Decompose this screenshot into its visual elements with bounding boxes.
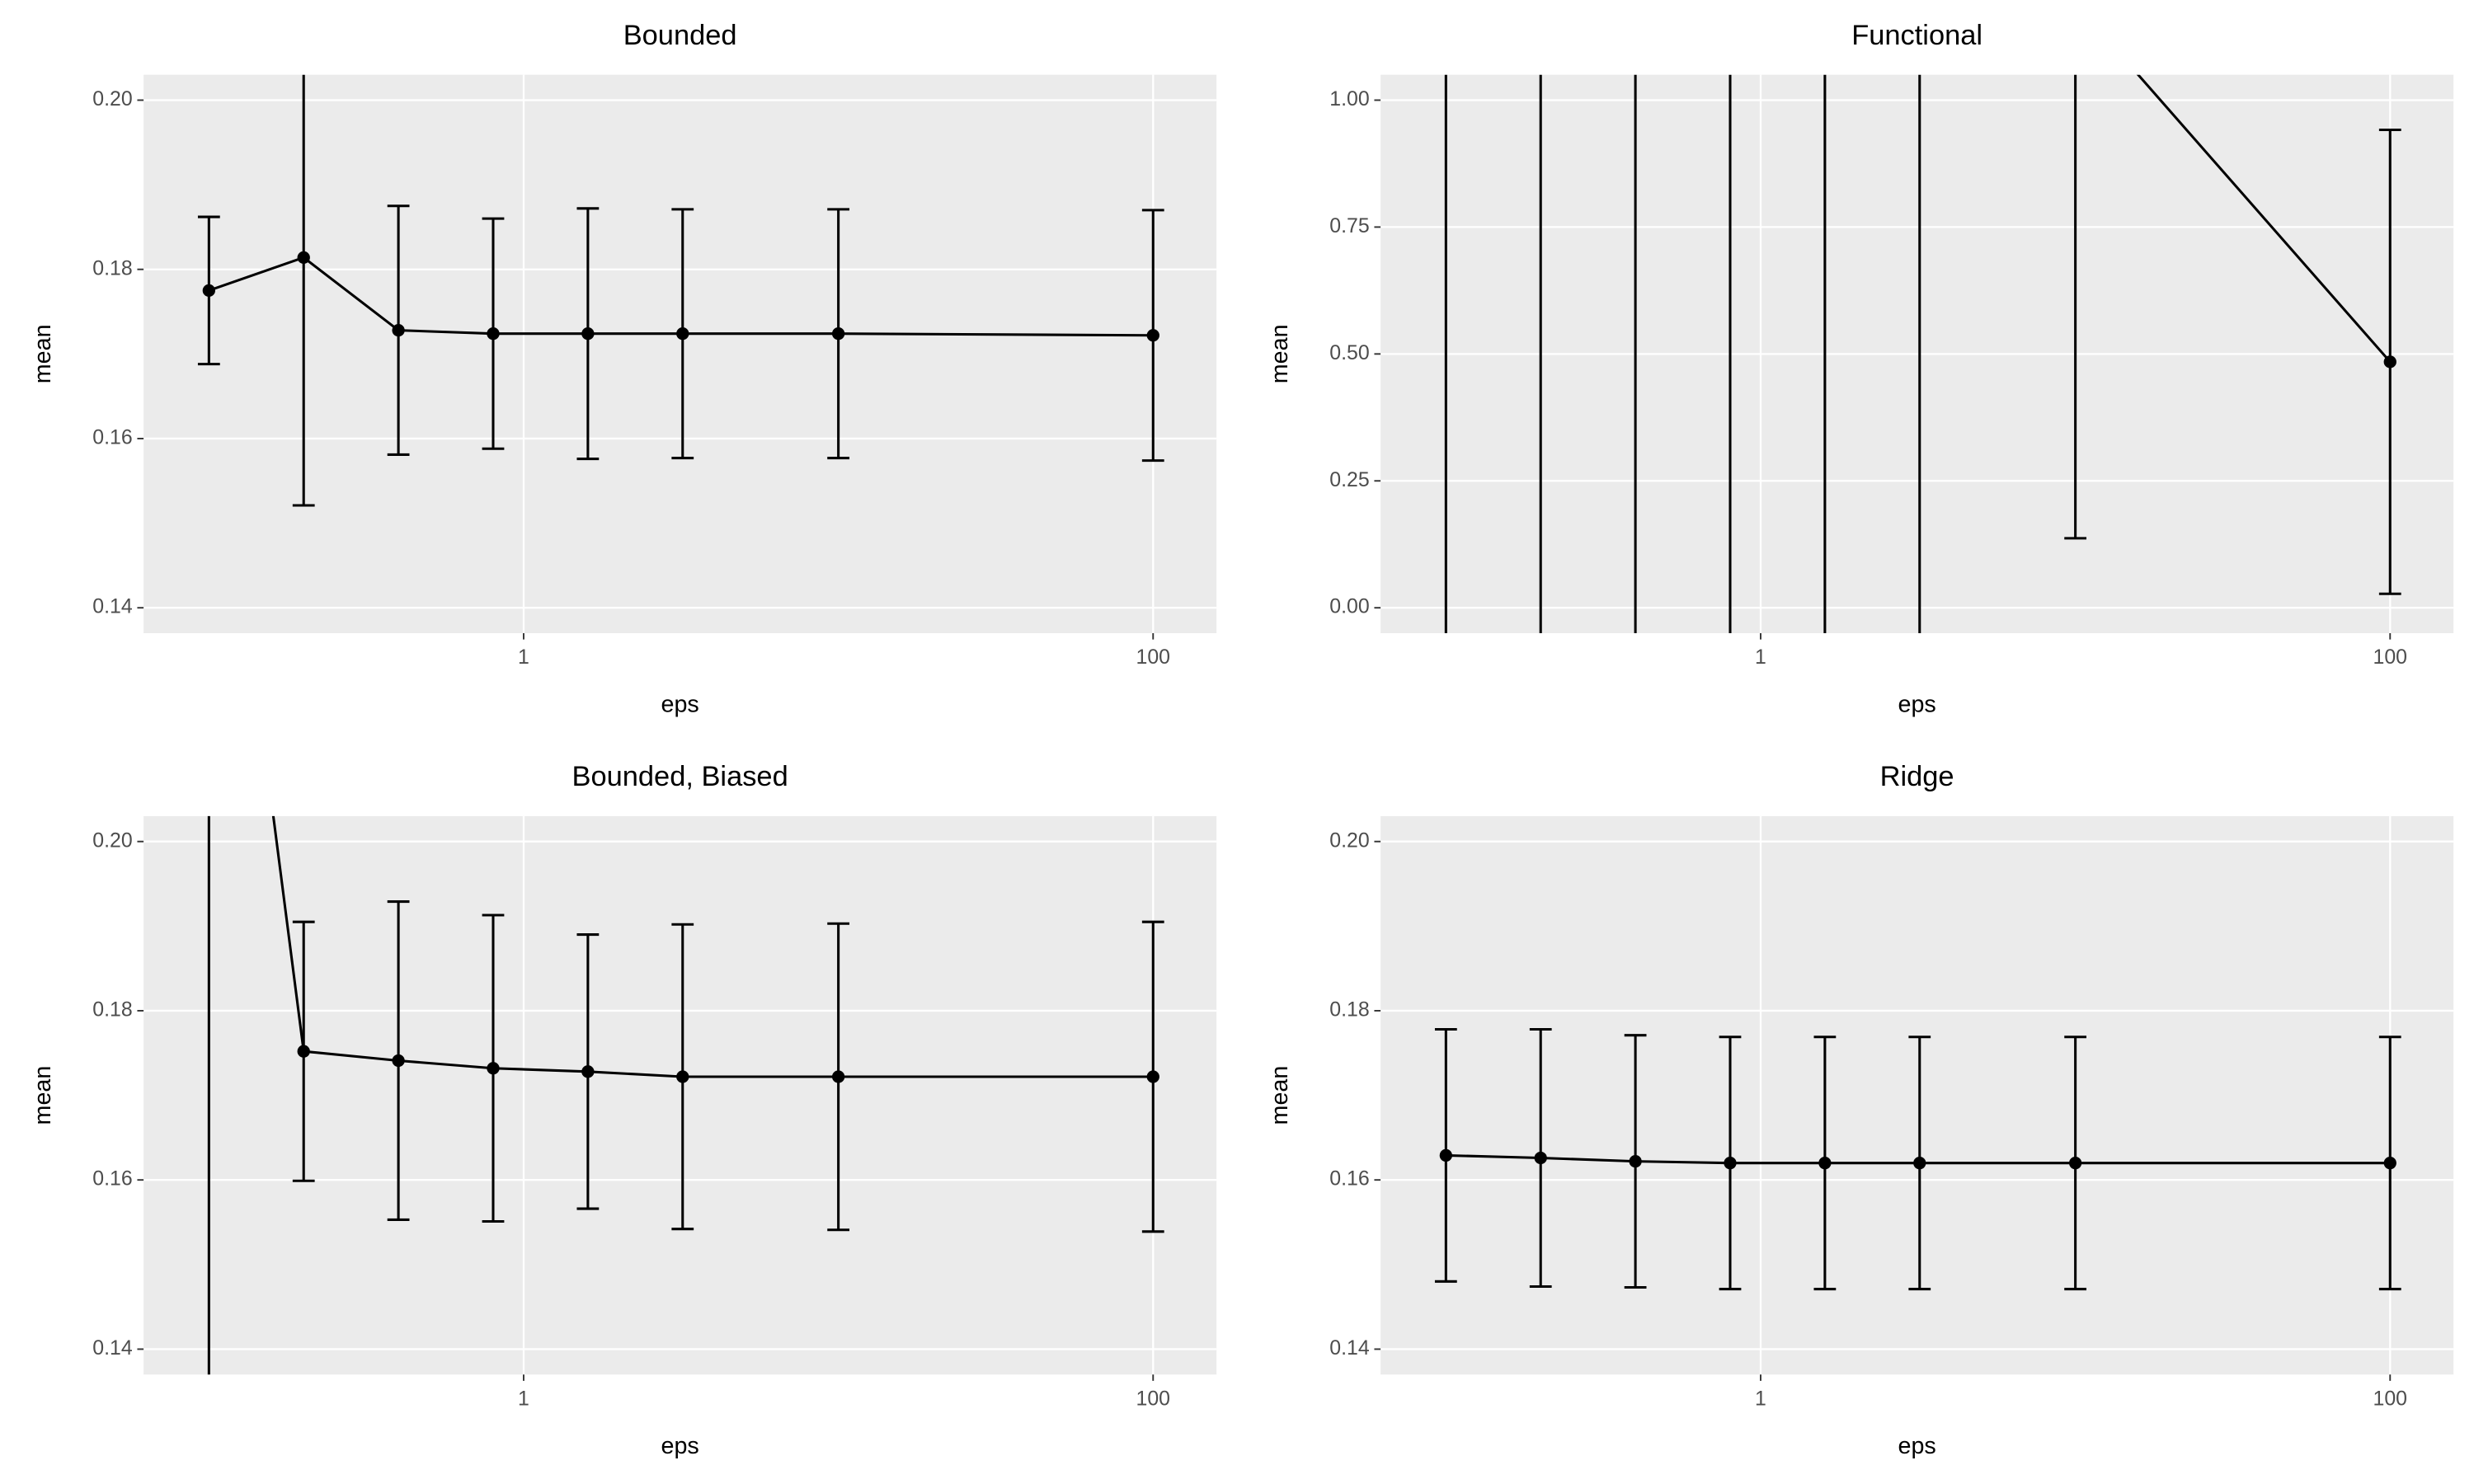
point xyxy=(2068,1157,2082,1170)
point xyxy=(1913,1157,1926,1170)
error-bar xyxy=(1539,74,1542,633)
point xyxy=(392,1054,405,1068)
point xyxy=(1146,1070,1159,1083)
y-tick-label: 0.18 xyxy=(1329,998,1369,1021)
point xyxy=(831,1070,845,1083)
point xyxy=(2383,1157,2396,1170)
x-tick-label: 100 xyxy=(1136,646,1170,669)
panel-title: Bounded xyxy=(623,20,737,51)
panel-title: Ridge xyxy=(1880,761,1954,792)
panel: Ridge eps mean 0.14 0.16 0.18 0.20 1 100 xyxy=(1267,761,2454,1459)
line xyxy=(208,256,1154,337)
y-tick-label: 0.20 xyxy=(1329,829,1369,852)
y-tick-label: 0.14 xyxy=(92,595,133,618)
error-bar xyxy=(1823,74,1827,633)
line xyxy=(271,815,1154,1078)
point xyxy=(297,1045,310,1058)
plot-area xyxy=(1444,0,2401,633)
y-axis-title: mean xyxy=(30,324,56,383)
x-tick-label: 1 xyxy=(518,1387,529,1410)
plot-background xyxy=(143,74,1217,633)
y-tick-label: 0.16 xyxy=(92,426,132,449)
x-tick-label: 100 xyxy=(2373,1387,2407,1410)
point xyxy=(297,251,310,265)
point xyxy=(581,327,595,340)
y-tick-label: 0.20 xyxy=(92,87,132,110)
panel: Bounded, Biased eps mean 0.14 0.16 0.18 0.20 1 1… xyxy=(30,761,1217,1459)
y-tick-label: 0.14 xyxy=(1329,1336,1370,1360)
y-tick-label: 0.18 xyxy=(92,998,132,1021)
point xyxy=(2069,0,2081,10)
plot-area xyxy=(197,74,1164,507)
error-bar xyxy=(2064,74,2087,540)
error-bar xyxy=(207,815,210,1375)
y-tick-label: 0.50 xyxy=(1329,341,1369,364)
line xyxy=(1446,1153,2391,1165)
y-axis-title: mean xyxy=(1267,324,1293,383)
y-axis-title: mean xyxy=(1267,1066,1293,1125)
point xyxy=(202,284,215,298)
point xyxy=(676,327,689,340)
y-tick-label: 0.16 xyxy=(1329,1167,1369,1190)
y-tick-label: 0.16 xyxy=(92,1167,132,1190)
point xyxy=(1818,1157,1832,1170)
plot-background xyxy=(1380,815,2454,1375)
x-axis-title: eps xyxy=(1898,1433,1935,1459)
panel-title: Functional xyxy=(1851,20,1982,51)
error-bar xyxy=(1634,74,1637,633)
error-bar xyxy=(1918,74,1921,633)
plot-area xyxy=(207,815,1164,1375)
point xyxy=(1629,1154,1642,1168)
point xyxy=(581,1065,595,1078)
point xyxy=(831,327,845,340)
x-axis-title: eps xyxy=(1898,692,1935,718)
panel: Functional eps mean 0.00 0.25 0.50 0.75 1.00 1 10… xyxy=(1267,0,2454,718)
point xyxy=(676,1070,689,1083)
y-tick-label: 0.25 xyxy=(1329,468,1369,491)
point xyxy=(2383,355,2396,369)
x-tick-label: 100 xyxy=(1136,1387,1170,1410)
point xyxy=(1439,1148,1452,1162)
error-bar xyxy=(1444,74,1447,633)
point xyxy=(1534,1151,1547,1165)
point xyxy=(487,327,500,340)
x-tick-label: 100 xyxy=(2373,646,2407,669)
x-tick-label: 1 xyxy=(518,646,529,669)
y-tick-label: 0.00 xyxy=(1329,595,1369,618)
x-tick-label: 1 xyxy=(1755,1387,1766,1410)
plot-background xyxy=(143,815,1217,1375)
y-tick-label: 0.18 xyxy=(92,256,132,279)
y-tick-label: 0.75 xyxy=(1329,214,1369,237)
x-axis-title: eps xyxy=(661,1433,698,1459)
x-axis-title: eps xyxy=(661,692,698,718)
point xyxy=(1724,1157,1737,1170)
y-tick-label: 0.20 xyxy=(92,829,132,852)
point xyxy=(1146,329,1159,342)
y-axis-title: mean xyxy=(30,1066,56,1125)
point xyxy=(487,1062,500,1075)
plot-area xyxy=(1434,1027,2401,1291)
error-bar xyxy=(1729,74,1732,633)
y-tick-label: 1.00 xyxy=(1329,87,1369,110)
x-tick-label: 1 xyxy=(1755,646,1766,669)
panel: Bounded eps mean 0.14 0.16 0.18 0.20 1 100 xyxy=(30,20,1217,718)
y-tick-label: 0.14 xyxy=(92,1336,133,1360)
point xyxy=(392,323,405,337)
panel-title: Bounded, Biased xyxy=(572,761,788,792)
